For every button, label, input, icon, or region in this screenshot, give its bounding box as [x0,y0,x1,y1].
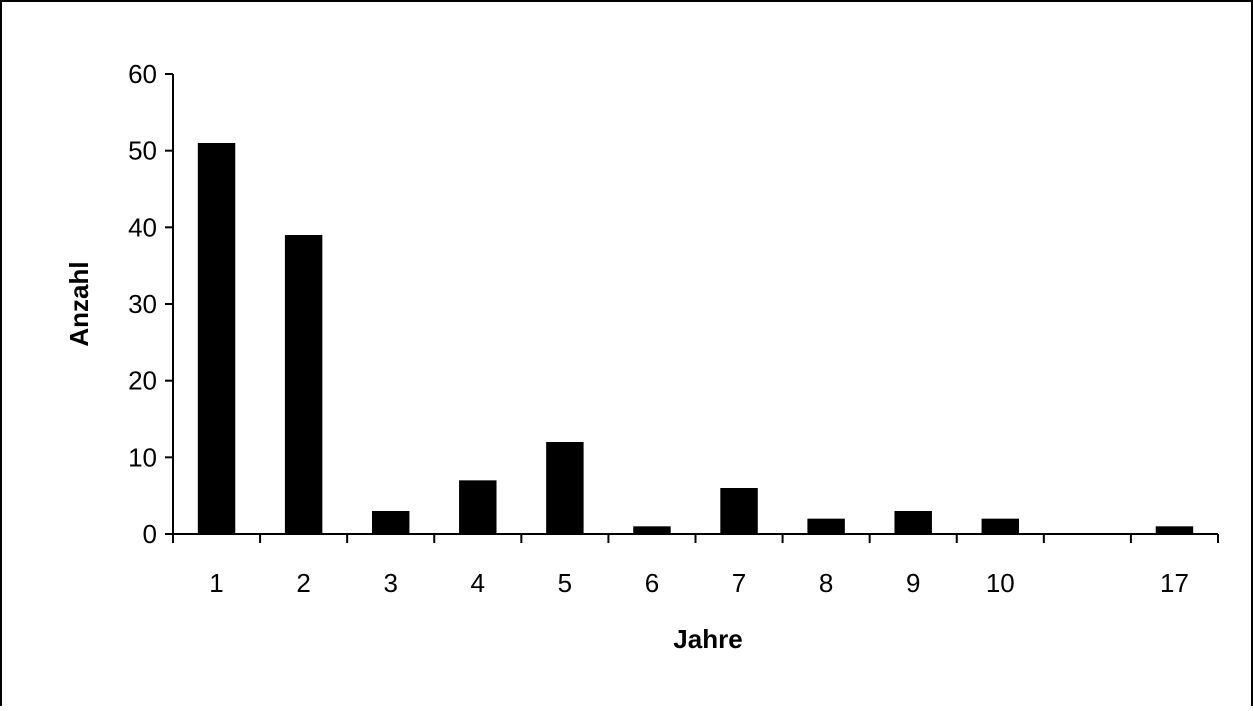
x-tick-label: 10 [986,568,1015,598]
bar-10 [981,518,1020,534]
x-tick-label: 5 [558,568,572,598]
bar-2 [284,235,323,534]
x-tick-label: 1 [209,568,223,598]
y-tick-label: 60 [128,59,157,89]
x-tick-label: 6 [645,568,659,598]
x-axis-title: Jahre [673,624,742,654]
y-tick-label: 10 [128,442,157,472]
y-tick-label: 20 [128,366,157,396]
bar-9 [894,511,932,534]
x-tick-label: 2 [296,568,310,598]
y-tick-label: 0 [143,519,157,549]
bar-3 [371,511,410,534]
x-tick-label: 17 [1160,568,1189,598]
bar-7 [720,488,758,534]
x-tick-label: 7 [732,568,746,598]
x-tick-label: 3 [383,568,397,598]
y-axis: 0 10 20 30 40 50 60 [128,59,174,549]
y-tick-label: 40 [128,212,157,242]
x-tick-label: 8 [819,568,833,598]
bar-5 [546,442,584,534]
bar-1 [197,143,236,534]
bar-6 [633,526,671,534]
bar-17 [1155,526,1194,534]
y-axis-title: Anzahl [64,261,94,346]
x-tick-label: 4 [471,568,485,598]
bars [197,143,1194,534]
x-tick-label: 9 [906,568,920,598]
bar-8 [807,518,845,534]
x-axis: 1 2 3 4 5 6 7 8 9 10 17 [172,533,1219,598]
bar-4 [459,480,497,534]
y-tick-label: 30 [128,289,157,319]
y-tick-label: 50 [128,136,157,166]
